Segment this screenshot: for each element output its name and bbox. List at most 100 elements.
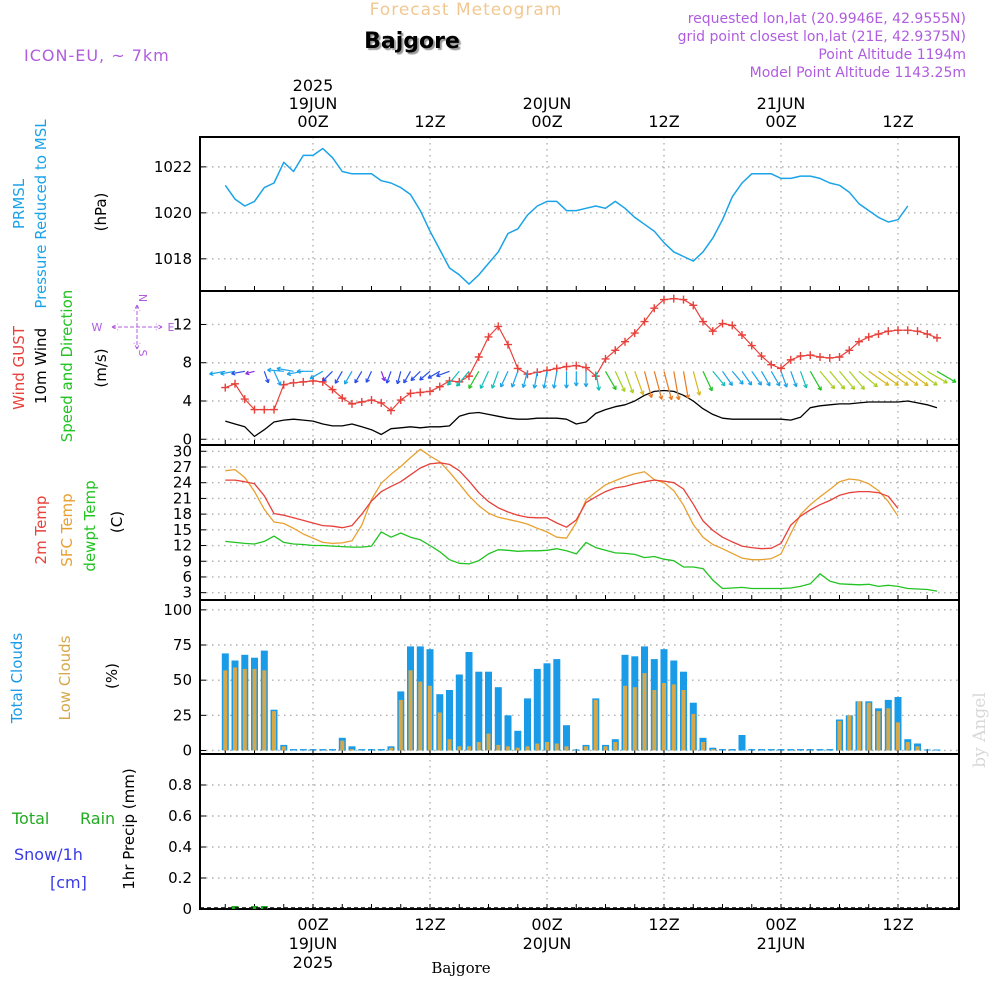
- low-cloud-bar: [701, 742, 705, 751]
- total-cloud-bar: [748, 749, 756, 751]
- top-time-label: 12Z: [882, 112, 913, 131]
- gust-marker: [240, 395, 249, 404]
- bottom-time-label: 00Z: [297, 915, 328, 934]
- gust-marker: [786, 355, 795, 364]
- y-tick-label: 24: [173, 474, 192, 492]
- side-labels: PRMSL Pressure Reduced to MSL (hPa) Wind GU…: [8, 119, 175, 892]
- total-cloud-bar: [787, 749, 795, 751]
- compass-rose: W E N S: [92, 294, 175, 357]
- total-cloud-bar: [524, 698, 531, 751]
- y-tick-label: 4: [182, 392, 192, 410]
- t2m-label: 2m Temp: [32, 496, 50, 565]
- wind-arrow: [790, 371, 798, 388]
- total-cloud-bar: [455, 674, 463, 751]
- wind-10m-line: [225, 389, 938, 438]
- temperature-series: [225, 448, 938, 592]
- y-tick-label: 25: [173, 706, 192, 724]
- gust-marker: [864, 332, 873, 341]
- gust-marker: [777, 364, 785, 373]
- y-tick-label: 1020: [154, 204, 192, 222]
- total-cloud-bar: [728, 749, 736, 751]
- pressure-msl-label: Pressure Reduced to MSL: [32, 119, 50, 309]
- gust-marker: [611, 346, 620, 355]
- y-tick-label: 8: [182, 354, 192, 372]
- gust-marker: [484, 332, 493, 341]
- wind-arrow: [334, 370, 343, 384]
- low-cloud-bar: [642, 673, 647, 751]
- total-cloud-bar: [309, 749, 317, 751]
- gust-marker: [650, 304, 659, 313]
- low-cloud-bar: [681, 690, 686, 751]
- wind-arrow: [682, 371, 691, 399]
- total-cloud-bar: [767, 749, 775, 751]
- gust-marker: [377, 398, 386, 407]
- bottom-time-label: 20JUN: [523, 934, 572, 953]
- wind-arrow: [799, 371, 808, 389]
- wind-arrow: [643, 371, 654, 399]
- wind-series: [209, 294, 957, 438]
- gust-marker: [357, 397, 366, 406]
- low-cloud-bar: [486, 733, 491, 751]
- wind-arrow: [322, 370, 333, 382]
- low-cloud-bar: [398, 699, 403, 751]
- gust-marker: [738, 331, 746, 339]
- y-tick-label: 0: [182, 900, 192, 918]
- gust-marker: [913, 327, 922, 336]
- gust-marker: [718, 319, 727, 328]
- wind-arrow: [848, 370, 865, 390]
- wind-arrow: [263, 371, 270, 384]
- wind-arrow: [365, 371, 373, 383]
- gust-marker: [582, 363, 590, 372]
- precip-unit-label: 1hr Precip (mm): [120, 768, 138, 889]
- wind-arrow: [521, 371, 529, 389]
- y-tick-label: 1022: [154, 158, 192, 176]
- low-cloud-bar: [866, 702, 871, 751]
- low-cloud-bar: [506, 746, 510, 751]
- total-cloud-bar: [563, 725, 570, 751]
- gust-marker: [474, 353, 483, 361]
- sfc-temp-line: [225, 448, 899, 561]
- gust-marker: [796, 352, 805, 361]
- y-tick-label: 27: [173, 458, 192, 476]
- panel-frame: [199, 136, 960, 292]
- wind-arrow: [907, 370, 929, 387]
- top-time-label: 21JUN: [757, 94, 806, 113]
- total-cloud-bar: [553, 659, 561, 751]
- wind-arrow: [564, 371, 569, 389]
- y-tick-label: 15: [173, 521, 192, 539]
- low-cloud-bar: [535, 743, 540, 751]
- snow-label: Snow/1h: [14, 845, 83, 864]
- gust-marker: [387, 406, 395, 415]
- y-tick-label: 18: [173, 505, 192, 523]
- wind-arrow: [722, 370, 733, 387]
- wind-arrow: [276, 366, 294, 372]
- gust-marker: [669, 294, 678, 303]
- wind-direction-label: Speed and Direction: [58, 290, 76, 443]
- wind-arrow: [403, 371, 412, 384]
- celsius-unit-label: (C): [108, 511, 126, 533]
- total-cloud-bar: [514, 730, 522, 751]
- wind-arrow: [926, 370, 948, 384]
- gust-marker: [708, 327, 717, 336]
- gust-marker: [660, 295, 668, 304]
- total-cloud-bar: [368, 749, 375, 751]
- y-tick-label: 0: [182, 430, 192, 448]
- cloud-bars: [221, 646, 941, 751]
- panel-precip: 0 0.2 0.4 0.6 0.8: [168, 753, 960, 918]
- low-cloud-bar: [710, 749, 715, 751]
- wind-arrow: [780, 371, 788, 388]
- bottom-time-label: 19JUN: [289, 934, 338, 953]
- t2m-line: [225, 462, 899, 550]
- gust-marker: [348, 399, 356, 408]
- low-cloud-bar: [905, 742, 910, 751]
- wind-arrow: [936, 370, 957, 383]
- total-cloud-bar: [485, 671, 492, 751]
- panel-pressure: 1018 1020 1022: [154, 136, 960, 292]
- top-time-label: 2025: [293, 76, 334, 95]
- location-title: Bajgore: [364, 29, 460, 54]
- y-tick-label: 9: [182, 552, 192, 570]
- low-cloud-bar: [603, 746, 608, 751]
- low-cloud-bar: [545, 742, 549, 751]
- low-cloud-bar: [496, 744, 501, 751]
- top-time-label: 19JUN: [289, 94, 338, 113]
